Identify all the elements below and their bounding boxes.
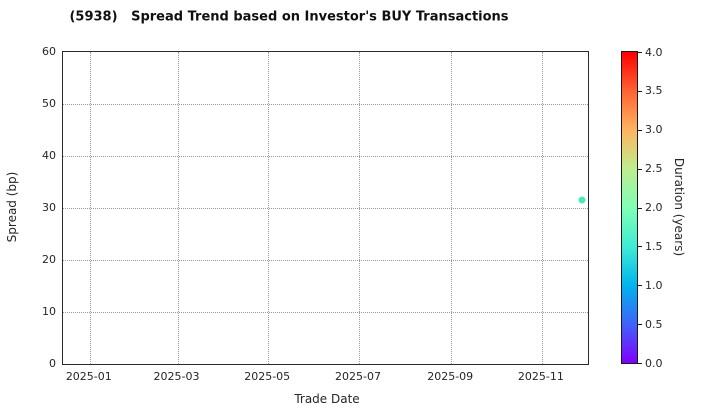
y-tick-label: 50 [42,96,56,110]
x-tick-label: 2025-05 [244,370,291,383]
x-tick-label: 2025-07 [335,370,381,383]
colorbar-tick [638,52,642,53]
colorbar-tick-label: 3.0 [645,123,663,137]
colorbar-tick [638,363,642,364]
y-tick-label: 20 [42,252,56,266]
chart-title: (5938) Spread Trend based on Investor's … [69,9,509,25]
x-tick-label: 2025-03 [153,370,200,383]
colorbar-tick-label: 1.0 [645,278,663,292]
y-tick-label: 60 [42,44,56,58]
plot-area [62,51,589,365]
x-tick-label: 2025-11 [517,370,564,383]
y-gridline [63,260,588,261]
colorbar-tick-label: 2.5 [645,162,663,176]
colorbar-tick [638,90,642,92]
y-axis-label: Spread (bp) [5,171,19,243]
x-axis-label: Trade Date [294,392,360,406]
colorbar-tick-label: 1.5 [645,239,663,253]
colorbar-axis-label: Duration (years) [672,157,686,257]
y-tick-label: 0 [49,356,56,370]
y-gridline [63,156,588,157]
colorbar-tick [638,285,642,287]
colorbar-tick-label: 3.5 [645,84,663,98]
y-gridline [63,104,588,105]
colorbar-tick-label: 0.5 [645,317,663,331]
x-tick-label: 2025-01 [65,370,112,383]
colorbar-tick [638,168,642,170]
colorbar-tick-label: 2.0 [645,201,663,214]
colorbar-tick [638,324,642,326]
y-tick-label: 40 [42,148,56,162]
colorbar-tick-label: 0.0 [645,356,663,370]
colorbar-tick [638,207,642,209]
x-tick-label: 2025-09 [427,370,474,383]
y-gridline [63,208,588,209]
y-tick-label: 30 [42,200,56,214]
colorbar-tick-label: 4.0 [645,45,663,59]
scatter-point [578,196,586,204]
y-gridline [63,312,588,313]
y-tick-label: 10 [42,304,56,318]
colorbar-tick [638,129,642,131]
colorbar-tick [638,246,642,248]
colorbar-gradient [621,51,638,364]
